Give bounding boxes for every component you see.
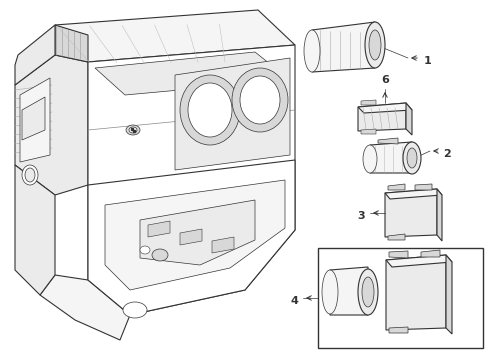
Polygon shape xyxy=(55,10,295,62)
Polygon shape xyxy=(446,255,452,334)
Polygon shape xyxy=(372,48,377,53)
Polygon shape xyxy=(386,255,452,267)
Ellipse shape xyxy=(129,127,137,133)
Polygon shape xyxy=(40,275,130,340)
Ellipse shape xyxy=(123,302,147,318)
Polygon shape xyxy=(386,255,446,330)
Text: 5: 5 xyxy=(364,332,372,342)
Polygon shape xyxy=(361,129,376,134)
Ellipse shape xyxy=(362,277,374,307)
Polygon shape xyxy=(389,327,408,333)
Ellipse shape xyxy=(188,83,232,137)
Ellipse shape xyxy=(140,246,150,254)
Polygon shape xyxy=(409,160,414,163)
Polygon shape xyxy=(15,55,88,195)
Polygon shape xyxy=(22,97,45,140)
Polygon shape xyxy=(385,189,442,199)
Ellipse shape xyxy=(365,22,385,68)
Polygon shape xyxy=(361,100,376,105)
Polygon shape xyxy=(406,103,412,135)
Polygon shape xyxy=(15,165,55,295)
Ellipse shape xyxy=(240,76,280,124)
Polygon shape xyxy=(105,180,285,290)
Ellipse shape xyxy=(126,125,140,135)
Polygon shape xyxy=(20,78,50,162)
Polygon shape xyxy=(358,103,406,131)
Ellipse shape xyxy=(322,270,338,314)
Polygon shape xyxy=(175,58,290,170)
Ellipse shape xyxy=(304,30,320,72)
Text: 3: 3 xyxy=(357,211,365,221)
Polygon shape xyxy=(148,221,170,237)
Ellipse shape xyxy=(25,168,35,182)
Polygon shape xyxy=(95,52,290,95)
Ellipse shape xyxy=(232,68,288,132)
Ellipse shape xyxy=(152,249,168,261)
Text: 1: 1 xyxy=(424,56,432,66)
Polygon shape xyxy=(15,25,55,85)
Ellipse shape xyxy=(358,269,378,315)
Polygon shape xyxy=(388,184,405,190)
Polygon shape xyxy=(378,138,398,144)
Polygon shape xyxy=(88,160,295,315)
Ellipse shape xyxy=(22,165,38,185)
Bar xyxy=(318,248,483,348)
Polygon shape xyxy=(358,103,412,113)
Polygon shape xyxy=(330,267,368,315)
Polygon shape xyxy=(388,234,405,240)
Ellipse shape xyxy=(403,142,421,174)
Polygon shape xyxy=(212,237,234,253)
Ellipse shape xyxy=(180,75,240,145)
Polygon shape xyxy=(409,153,414,156)
Ellipse shape xyxy=(363,145,377,173)
Polygon shape xyxy=(389,251,408,258)
Polygon shape xyxy=(372,38,377,42)
Polygon shape xyxy=(180,229,202,245)
Polygon shape xyxy=(55,25,88,62)
Polygon shape xyxy=(421,250,440,257)
Polygon shape xyxy=(415,184,432,190)
Polygon shape xyxy=(370,142,412,173)
Polygon shape xyxy=(312,22,375,72)
Polygon shape xyxy=(437,189,442,241)
Text: 4: 4 xyxy=(290,296,298,306)
Polygon shape xyxy=(88,45,295,315)
Polygon shape xyxy=(385,189,437,237)
Text: 6: 6 xyxy=(381,75,389,85)
Ellipse shape xyxy=(407,148,417,168)
Text: 2: 2 xyxy=(443,149,451,159)
Polygon shape xyxy=(140,200,255,265)
Ellipse shape xyxy=(369,30,381,60)
